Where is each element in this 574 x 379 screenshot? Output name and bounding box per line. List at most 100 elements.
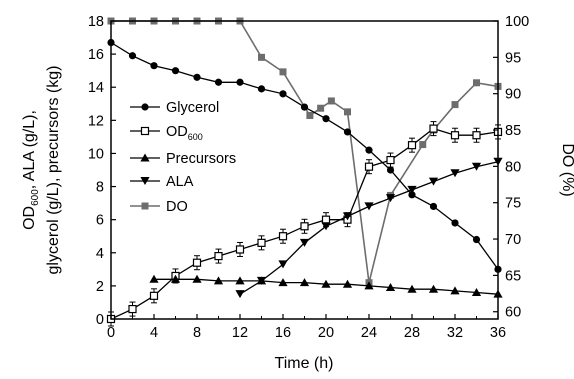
point-glycerol <box>172 67 179 74</box>
x-tick-label: 20 <box>318 325 334 341</box>
point-od600 <box>387 157 394 164</box>
legend-label-od-sub: 600 <box>188 132 203 142</box>
point-glycerol <box>365 147 372 154</box>
point-od600 <box>366 163 373 170</box>
legend: Glycerol OD600 Precursors ALA DO <box>130 100 236 215</box>
legend-item-precursors: Precursors <box>130 151 236 167</box>
legend-label-glycerol: Glycerol <box>166 100 219 116</box>
y-axis-left-label-line1: OD600, ALA (g/L), <box>21 110 41 230</box>
legend-marker-do <box>142 203 149 210</box>
x-axis-label: Time (h) <box>275 355 334 372</box>
point-od600 <box>194 259 201 266</box>
legend-label-od600: OD600 <box>166 124 203 142</box>
point-od600 <box>409 142 416 149</box>
y-right-tick-label: 100 <box>505 14 529 30</box>
x-tick-label: 24 <box>361 325 377 341</box>
point-do <box>419 141 426 148</box>
point-od600 <box>473 132 480 139</box>
point-od600 <box>215 253 222 260</box>
x-tick-label: 4 <box>150 325 158 341</box>
point-glycerol <box>150 62 157 69</box>
point-od600 <box>323 216 330 223</box>
y-right-tick-label: 65 <box>505 268 521 284</box>
point-ala <box>407 186 416 194</box>
point-od600 <box>452 132 459 139</box>
y-right-tick-label: 75 <box>505 196 521 212</box>
point-do <box>344 108 351 115</box>
point-ala <box>450 169 459 177</box>
legend-label-do: DO <box>166 199 188 215</box>
legend-marker-glycerol <box>141 103 148 110</box>
point-od600 <box>430 125 437 132</box>
point-glycerol <box>258 85 265 92</box>
y-left-tick-label: 4 <box>96 246 104 262</box>
point-glycerol <box>430 203 437 210</box>
y-right-tick-label: 85 <box>505 123 521 139</box>
point-ala <box>235 290 244 298</box>
x-tick-label: 36 <box>490 325 506 341</box>
x-tick-label: 16 <box>275 325 291 341</box>
y-left-tick-label: 0 <box>96 312 104 328</box>
legend-label-od: OD <box>166 124 188 140</box>
point-glycerol <box>344 128 351 135</box>
point-ala <box>472 163 481 171</box>
point-do <box>306 112 313 119</box>
point-do <box>280 68 287 75</box>
point-od600 <box>301 223 308 230</box>
plot-frame <box>111 21 498 319</box>
plot-data <box>107 18 502 327</box>
point-od600 <box>258 239 265 246</box>
y-right-tick-label: 70 <box>505 232 521 248</box>
legend-item-od600: OD600 <box>130 124 203 142</box>
y-left-label-ala: , ALA (g/L), <box>21 110 38 189</box>
x-tick-label: 0 <box>107 325 115 341</box>
y-left-label-od: OD <box>21 206 38 230</box>
point-do <box>473 79 480 86</box>
x-tick-label: 12 <box>232 325 248 341</box>
point-od600 <box>237 246 244 253</box>
y-left-tick-label: 16 <box>88 47 104 63</box>
point-glycerol <box>236 79 243 86</box>
point-glycerol <box>322 115 329 122</box>
point-glycerol <box>451 219 458 226</box>
point-do <box>452 101 459 108</box>
point-od600 <box>129 306 136 313</box>
point-do <box>317 105 324 112</box>
legend-item-ala: ALA <box>130 174 194 190</box>
y-right-tick-label: 95 <box>505 50 521 66</box>
point-glycerol <box>193 74 200 81</box>
legend-label-ala: ALA <box>166 174 194 190</box>
y-right-tick-label: 80 <box>505 159 521 175</box>
y-left-tick-label: 2 <box>96 279 104 295</box>
point-glycerol <box>129 52 136 59</box>
point-od600 <box>280 233 287 240</box>
y-right-tick-label: 90 <box>505 87 521 103</box>
point-glycerol <box>301 103 308 110</box>
x-tick-label: 28 <box>404 325 420 341</box>
legend-item-glycerol: Glycerol <box>130 100 219 116</box>
y-left-tick-label: 8 <box>96 180 104 196</box>
y-left-tick-label: 12 <box>88 113 104 129</box>
point-glycerol <box>215 79 222 86</box>
point-ala <box>429 178 438 186</box>
y-left-tick-label: 14 <box>88 80 104 96</box>
y-right-tick-label: 60 <box>505 305 521 321</box>
y-left-tick-label: 18 <box>88 14 104 30</box>
series-line-ala <box>240 162 498 295</box>
y-left-tick-label: 10 <box>88 146 104 162</box>
y-axis-right-label: DO (%) <box>559 143 574 196</box>
point-glycerol <box>279 90 286 97</box>
legend-label-precursors: Precursors <box>166 151 236 167</box>
point-do <box>258 54 265 61</box>
legend-item-do: DO <box>130 199 188 215</box>
point-ala <box>364 202 373 210</box>
legend-marker-od600 <box>142 128 149 135</box>
y-left-label-od-sub: 600 <box>30 189 41 206</box>
y-axis-left-label-line2: glycerol (g/L), precursors (kg) <box>45 66 62 275</box>
x-tick-label: 8 <box>193 325 201 341</box>
point-od600 <box>151 292 158 299</box>
point-glycerol <box>473 236 480 243</box>
y-left-tick-label: 6 <box>96 213 104 229</box>
x-tick-label: 32 <box>447 325 463 341</box>
